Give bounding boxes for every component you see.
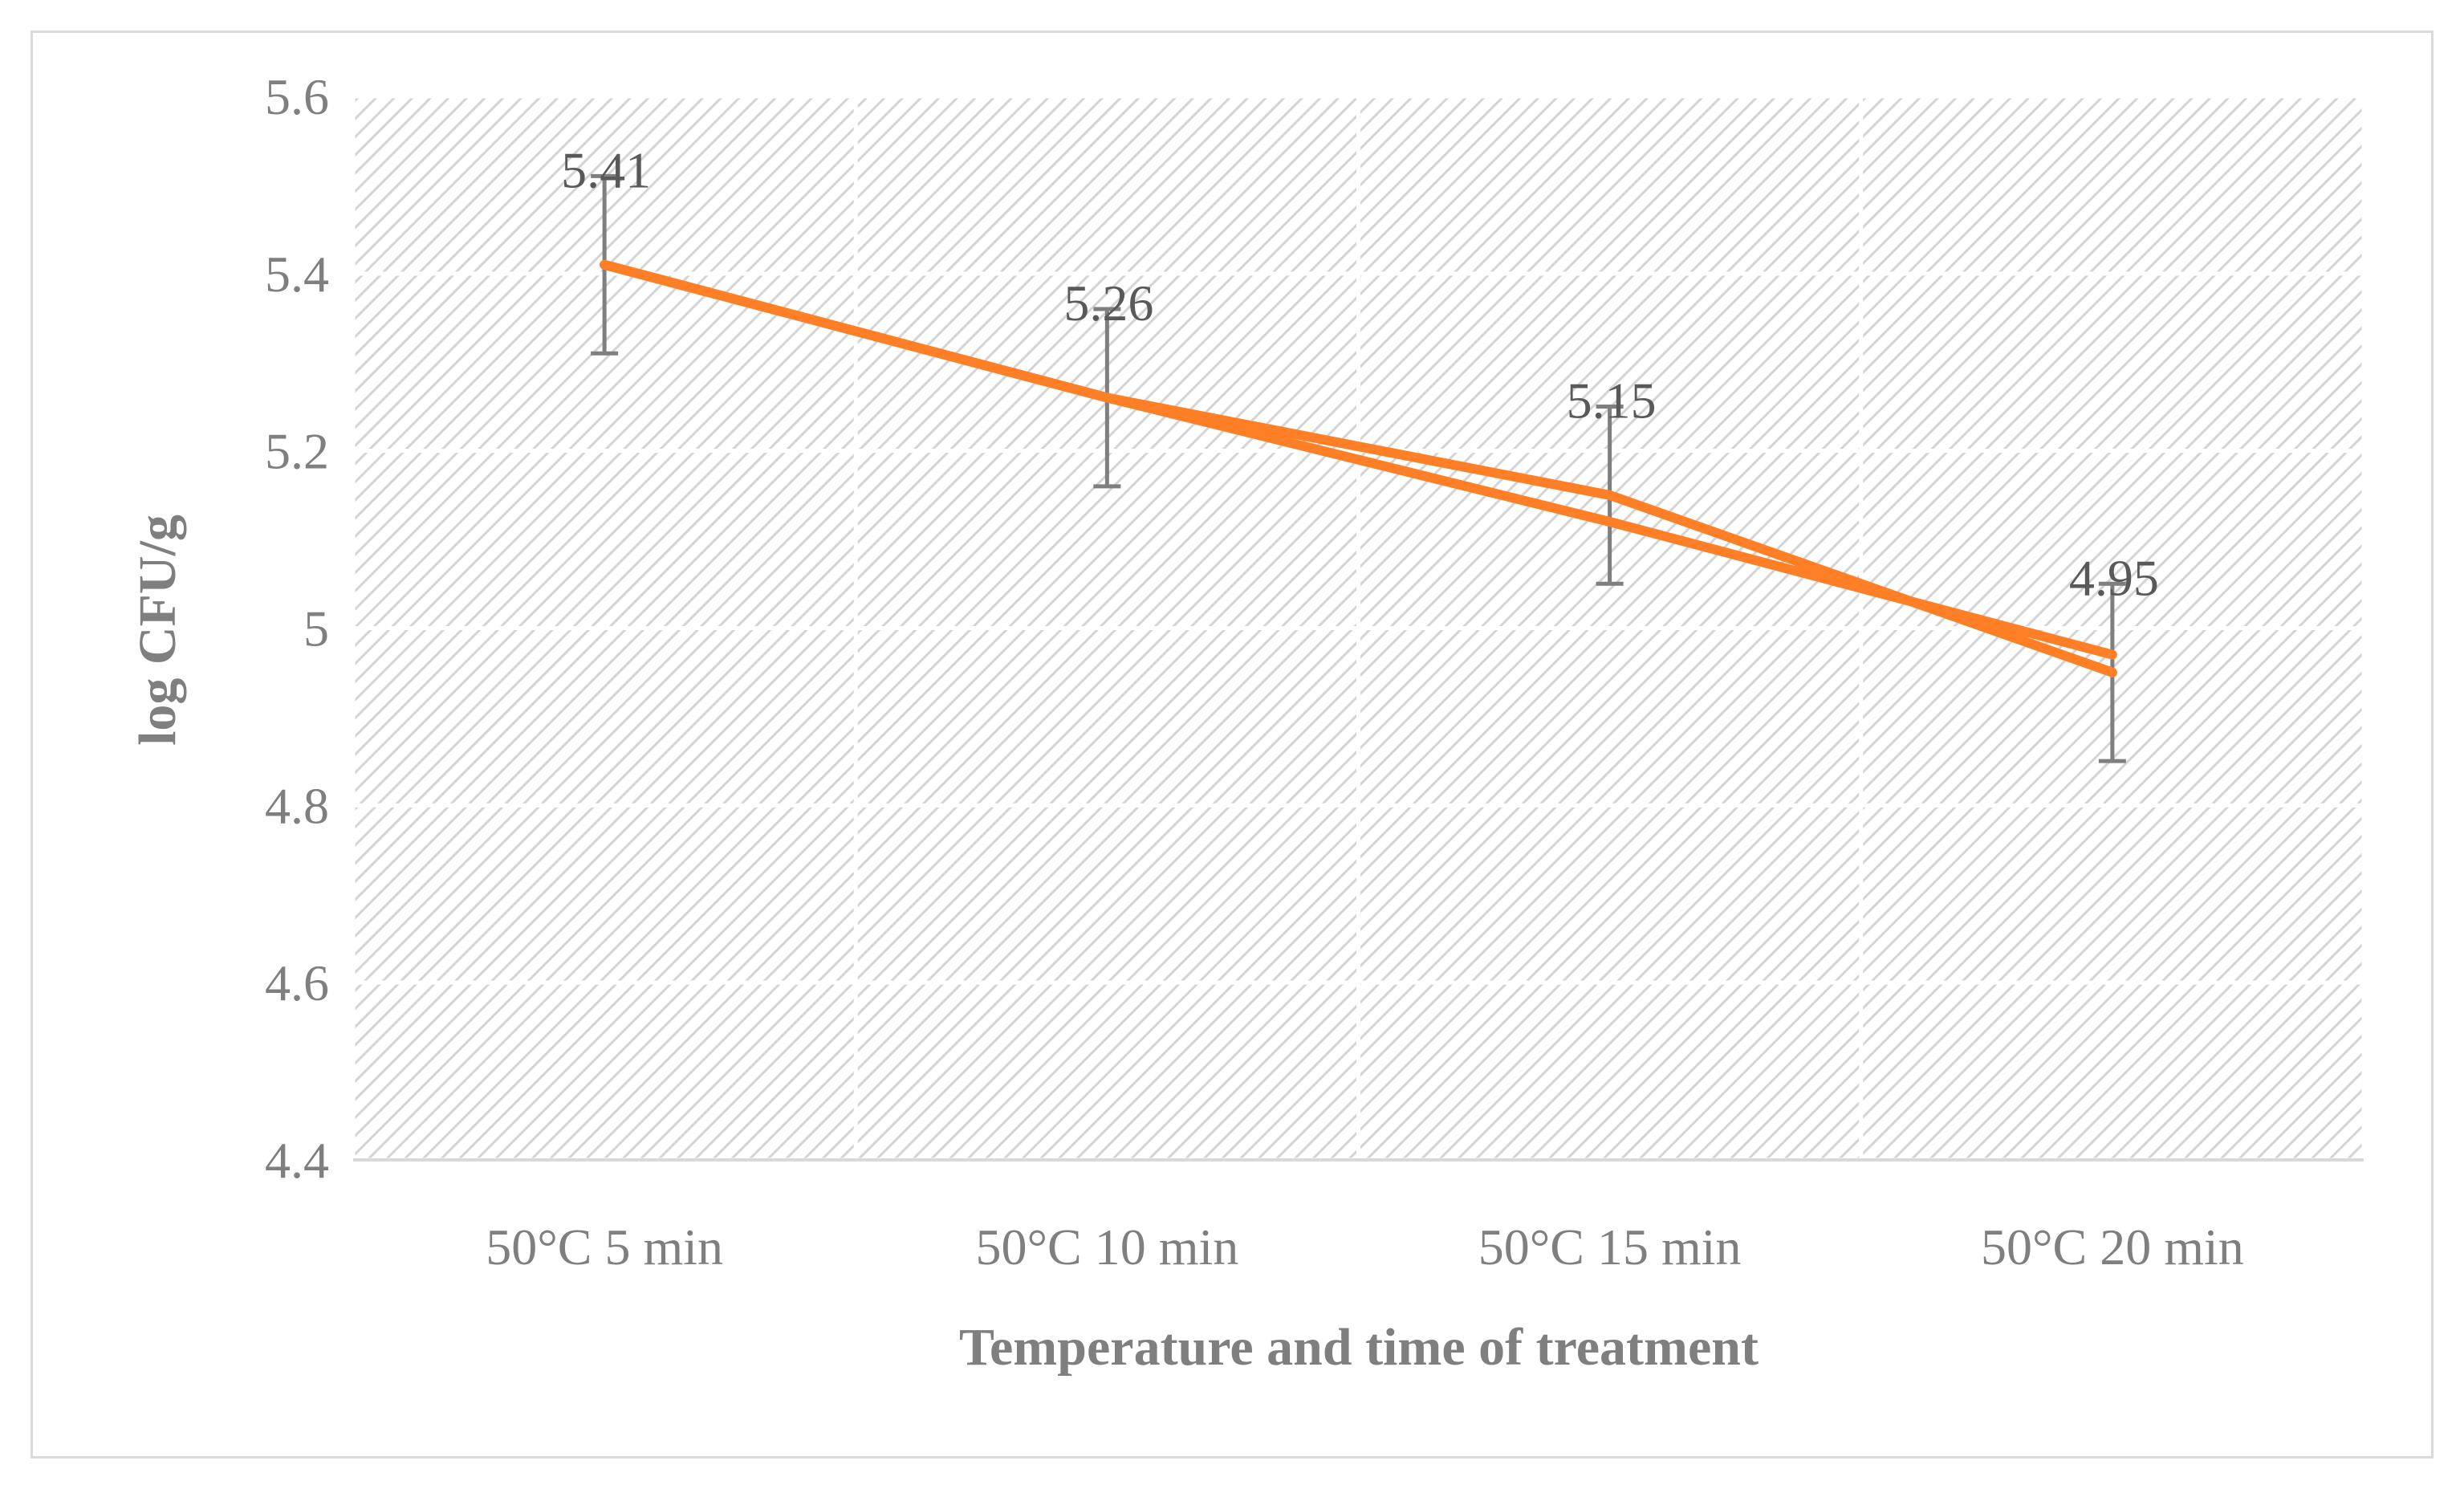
data-label-3: 4.95: [2069, 549, 2159, 606]
y-tick-label-1: 4.6: [265, 954, 329, 1011]
y-tick-label-6: 5.6: [265, 68, 329, 125]
data-label-2: 5.15: [1567, 372, 1657, 429]
x-axis-title: Temperature and time of treatment: [959, 1318, 1759, 1377]
x-tick-label-3: 50°C 20 min: [1981, 1218, 2244, 1275]
data-label-0: 5.41: [561, 141, 651, 198]
x-tick-labels: 50°C 5 min 50°C 10 min 50°C 15 min 50°C 20 …: [486, 1218, 2244, 1275]
y-tick-label-4: 5.2: [265, 423, 329, 480]
y-tick-labels: 4.4 4.6 4.8 5 5.2 5.4 5.6: [265, 68, 329, 1189]
data-label-1: 5.26: [1063, 275, 1153, 332]
y-tick-label-2: 4.8: [265, 777, 329, 834]
y-tick-label-3: 5: [303, 600, 329, 657]
data-labels: 5.41 5.26 5.15 4.95: [561, 141, 2159, 606]
y-tick-label-5: 5.4: [265, 246, 329, 303]
error-bars: [591, 173, 2126, 763]
x-tick-label-0: 50°C 5 min: [486, 1218, 723, 1275]
y-tick-label-0: 4.4: [265, 1132, 329, 1189]
series-line-trend: [600, 259, 2117, 660]
series-lines: [600, 259, 2117, 677]
x-tick-label-2: 50°C 15 min: [1478, 1218, 1742, 1275]
x-tick-label-1: 50°C 10 min: [975, 1218, 1238, 1275]
y-axis-title: log CFU/g: [128, 515, 187, 746]
